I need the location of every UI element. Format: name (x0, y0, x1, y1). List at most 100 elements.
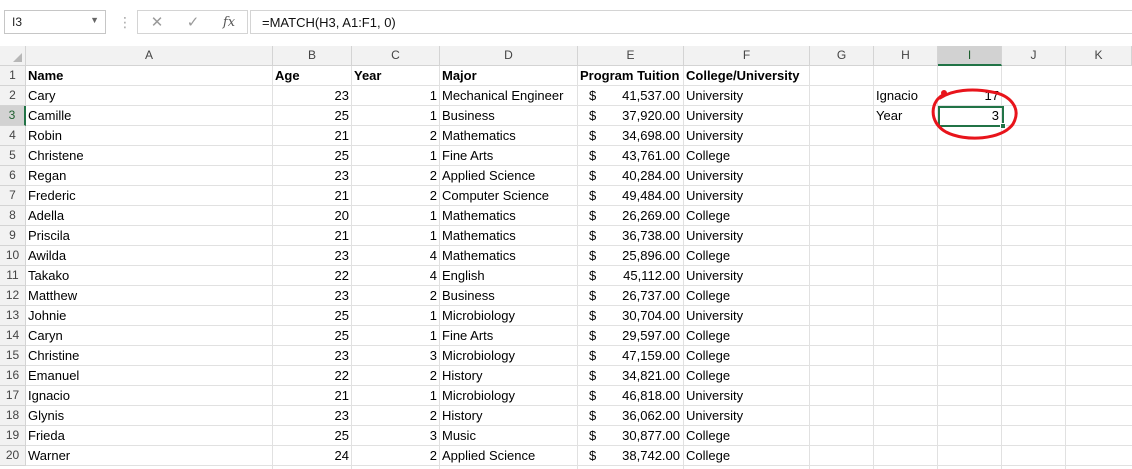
age-cell[interactable]: 23 (334, 88, 349, 103)
tuition-cell[interactable]: 37,920.00 (622, 108, 680, 123)
column-header-d[interactable]: D (440, 46, 578, 66)
age-cell[interactable]: 23 (334, 288, 349, 303)
college-cell[interactable]: College (686, 348, 731, 363)
age-cell[interactable]: 25 (334, 148, 349, 163)
column-header-b[interactable]: B (273, 46, 352, 66)
name-cell[interactable]: Christene (28, 148, 84, 163)
age-cell[interactable]: 21 (334, 388, 349, 403)
name-cell[interactable]: Matthew (28, 288, 78, 303)
header-cell-name[interactable]: Name (28, 68, 64, 83)
major-cell[interactable]: Business (442, 288, 495, 303)
cell-i2[interactable]: 17 (984, 88, 999, 103)
major-cell[interactable]: Mathematics (442, 208, 516, 223)
tuition-cell[interactable]: 40,284.00 (622, 168, 680, 183)
major-cell[interactable]: Computer Science (442, 188, 549, 203)
college-cell[interactable]: College (686, 288, 731, 303)
row-header-3[interactable]: 3 (0, 106, 26, 126)
college-cell[interactable]: College (686, 368, 731, 383)
age-cell[interactable]: 22 (334, 268, 349, 283)
row-header-7[interactable]: 7 (0, 186, 26, 206)
row-header-19[interactable]: 19 (0, 426, 26, 446)
major-cell[interactable]: Mathematics (442, 128, 516, 143)
college-cell[interactable]: University (686, 108, 744, 123)
major-cell[interactable]: Applied Science (442, 168, 536, 183)
college-cell[interactable]: College (686, 248, 731, 263)
row-header-4[interactable]: 4 (0, 126, 26, 146)
name-cell[interactable]: Camille (28, 108, 72, 123)
row-header-2[interactable]: 2 (0, 86, 26, 106)
column-header-c[interactable]: C (352, 46, 440, 66)
column-header-k[interactable]: K (1066, 46, 1132, 66)
name-cell[interactable]: Takako (28, 268, 70, 283)
age-cell[interactable]: 21 (334, 228, 349, 243)
college-cell[interactable]: College (686, 328, 731, 343)
header-cell-college[interactable]: College/University (686, 68, 800, 83)
major-cell[interactable]: History (442, 368, 483, 383)
formula-input[interactable]: =MATCH(H3, A1:F1, 0) (250, 10, 1132, 34)
tuition-cell[interactable]: 49,484.00 (622, 188, 680, 203)
cell-h3[interactable]: Year (876, 108, 903, 123)
name-box[interactable]: I3 ▼ (4, 10, 106, 34)
year-cell[interactable]: 4 (429, 248, 437, 263)
tuition-cell[interactable]: 29,597.00 (622, 328, 680, 343)
row-header-13[interactable]: 13 (0, 306, 26, 326)
year-cell[interactable]: 1 (429, 388, 437, 403)
name-cell[interactable]: Emanuel (28, 368, 80, 383)
column-header-h[interactable]: H (874, 46, 938, 66)
column-header-g[interactable]: G (810, 46, 874, 66)
year-cell[interactable]: 2 (429, 368, 437, 383)
tuition-cell[interactable]: 34,698.00 (622, 128, 680, 143)
college-cell[interactable]: University (686, 168, 744, 183)
age-cell[interactable]: 25 (334, 328, 349, 343)
name-cell[interactable]: Johnie (28, 308, 67, 323)
row-header-14[interactable]: 14 (0, 326, 26, 346)
row-header-17[interactable]: 17 (0, 386, 26, 406)
row-header-5[interactable]: 5 (0, 146, 26, 166)
row-header-20[interactable]: 20 (0, 446, 26, 466)
major-cell[interactable]: Microbiology (442, 308, 515, 323)
chevron-down-icon[interactable]: ▼ (90, 15, 99, 25)
major-cell[interactable]: Business (442, 108, 495, 123)
year-cell[interactable]: 1 (429, 208, 437, 223)
age-cell[interactable]: 23 (334, 168, 349, 183)
age-cell[interactable]: 25 (334, 428, 349, 443)
name-cell[interactable]: Cary (28, 88, 56, 103)
college-cell[interactable]: University (686, 228, 744, 243)
age-cell[interactable]: 25 (334, 108, 349, 123)
active-cell-border[interactable] (938, 106, 1004, 127)
college-cell[interactable]: College (686, 428, 731, 443)
select-all-button[interactable] (0, 46, 26, 66)
major-cell[interactable]: Mechanical Engineer (442, 88, 564, 103)
tuition-cell[interactable]: 43,761.00 (622, 148, 680, 163)
age-cell[interactable]: 20 (334, 208, 349, 223)
college-cell[interactable]: College (686, 208, 731, 223)
age-cell[interactable]: 25 (334, 308, 349, 323)
name-cell[interactable]: Frederic (28, 188, 76, 203)
tuition-cell[interactable]: 26,269.00 (622, 208, 680, 223)
cell-h2[interactable]: Ignacio (876, 88, 918, 103)
row-header-8[interactable]: 8 (0, 206, 26, 226)
college-cell[interactable]: University (686, 88, 744, 103)
year-cell[interactable]: 2 (429, 188, 437, 203)
name-cell[interactable]: Glynis (28, 408, 65, 423)
tuition-cell[interactable]: 30,704.00 (622, 308, 680, 323)
tuition-cell[interactable]: 41,537.00 (622, 88, 680, 103)
age-cell[interactable]: 22 (334, 368, 349, 383)
major-cell[interactable]: History (442, 408, 483, 423)
name-cell[interactable]: Regan (28, 168, 67, 183)
college-cell[interactable]: College (686, 448, 731, 463)
header-cell-major[interactable]: Major (442, 68, 477, 83)
tuition-cell[interactable]: 45,112.00 (623, 268, 680, 283)
college-cell[interactable]: University (686, 388, 744, 403)
column-header-i[interactable]: I (938, 46, 1002, 66)
column-header-f[interactable]: F (684, 46, 810, 66)
name-cell[interactable]: Caryn (28, 328, 63, 343)
year-cell[interactable]: 2 (429, 448, 437, 463)
name-cell[interactable]: Frieda (28, 428, 65, 443)
name-cell[interactable]: Christine (28, 348, 80, 363)
major-cell[interactable]: English (442, 268, 485, 283)
insert-function-icon[interactable]: fx (222, 15, 236, 30)
major-cell[interactable]: Microbiology (442, 388, 515, 403)
header-cell-year[interactable]: Year (354, 68, 382, 83)
name-cell[interactable]: Awilda (28, 248, 67, 263)
